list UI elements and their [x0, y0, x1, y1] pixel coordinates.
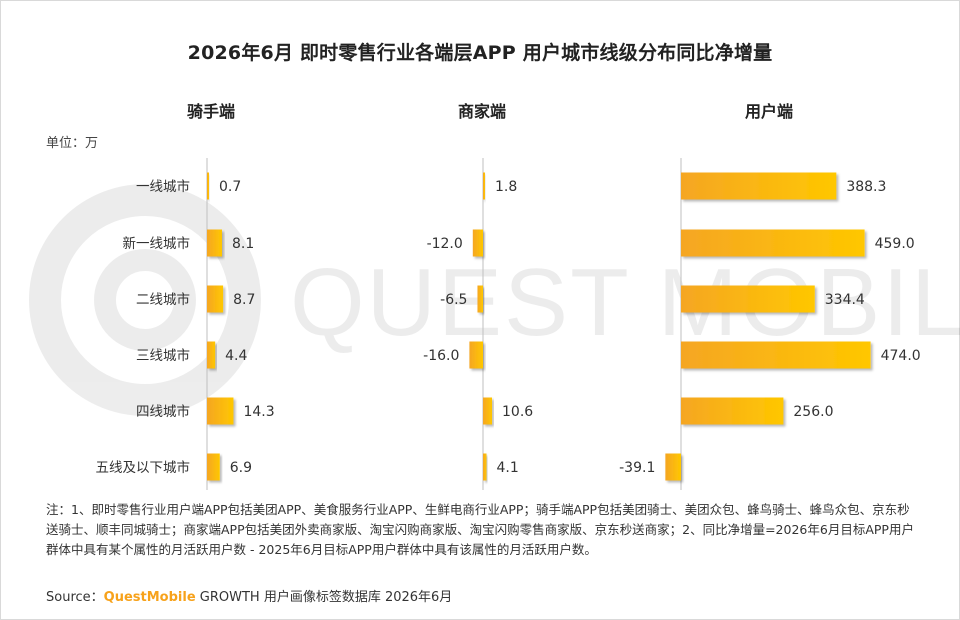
data-label-user: 474.0 — [881, 348, 921, 364]
data-label-merchant: 1.8 — [495, 179, 517, 195]
bar-merchant — [469, 341, 483, 369]
data-label-merchant: -12.0 — [427, 236, 463, 252]
category-label: 二线城市 — [136, 291, 190, 308]
bar-user — [681, 397, 784, 425]
source-text: GROWTH 用户画像标签数据库 2026年6月 — [195, 590, 453, 605]
bar-rider — [207, 341, 216, 369]
data-label-rider: 4.4 — [225, 348, 247, 364]
data-label-rider: 6.9 — [230, 460, 252, 476]
bar-merchant — [477, 285, 483, 313]
data-label-merchant: -6.5 — [440, 292, 467, 308]
bar-user — [681, 341, 871, 369]
bar-rider — [207, 397, 234, 425]
unit-label: 单位：万 — [46, 136, 99, 151]
bar-user — [681, 229, 865, 257]
panel-title-merchant: 商家端 — [457, 102, 506, 121]
data-label-rider: 8.1 — [232, 236, 254, 252]
data-label-rider: 8.7 — [233, 292, 255, 308]
bar-merchant — [483, 397, 493, 425]
data-label-user: -39.1 — [619, 460, 655, 476]
bar-rider — [207, 453, 220, 481]
watermark-text: QUEST MOBILE — [290, 249, 960, 356]
bar-user — [681, 285, 815, 313]
chart-title: 2026年6月 即时零售行业各端层APP 用户城市线级分布同比净增量 — [187, 42, 773, 64]
bar-user — [681, 172, 837, 200]
data-label-merchant: 10.6 — [502, 404, 533, 420]
source-label: Source： — [46, 590, 104, 605]
data-label-user: 459.0 — [875, 236, 915, 252]
bar-chart: QUEST MOBILE 一线城市新一线城市二线城市三线城市四线城市五线及以下城… — [29, 158, 960, 490]
data-label-rider: 0.7 — [219, 179, 241, 195]
bar-user — [665, 453, 681, 481]
category-label: 三线城市 — [136, 347, 190, 364]
bar-merchant — [483, 453, 487, 481]
category-label: 五线及以下城市 — [96, 459, 191, 476]
watermark-logo: QUEST MOBILE — [29, 184, 960, 416]
data-label-merchant: 4.1 — [496, 460, 518, 476]
bar-rider — [207, 229, 222, 257]
bar-rider — [207, 172, 209, 200]
data-label-user: 334.4 — [825, 292, 865, 308]
panel-title-user: 用户端 — [744, 102, 793, 121]
bar-merchant — [472, 229, 483, 257]
data-label-rider: 14.3 — [243, 404, 274, 420]
panel-title-rider: 骑手端 — [186, 102, 235, 121]
data-label-user: 256.0 — [793, 404, 833, 420]
category-label: 一线城市 — [136, 178, 190, 195]
source-brand: QuestMobile — [103, 590, 196, 605]
category-label: 新一线城市 — [123, 235, 191, 252]
category-label: 四线城市 — [136, 403, 190, 420]
data-label-user: 388.3 — [846, 179, 886, 195]
bar-merchant — [483, 172, 485, 200]
source-line: Source：QuestMobile GROWTH 用户画像标签数据库 2026… — [46, 586, 452, 605]
footnote: 注：1、即时零售行业用户端APP包括美团APP、美食服务行业APP、生鲜电商行业… — [46, 502, 914, 557]
bar-rider — [207, 285, 224, 313]
data-label-merchant: -16.0 — [423, 348, 459, 364]
